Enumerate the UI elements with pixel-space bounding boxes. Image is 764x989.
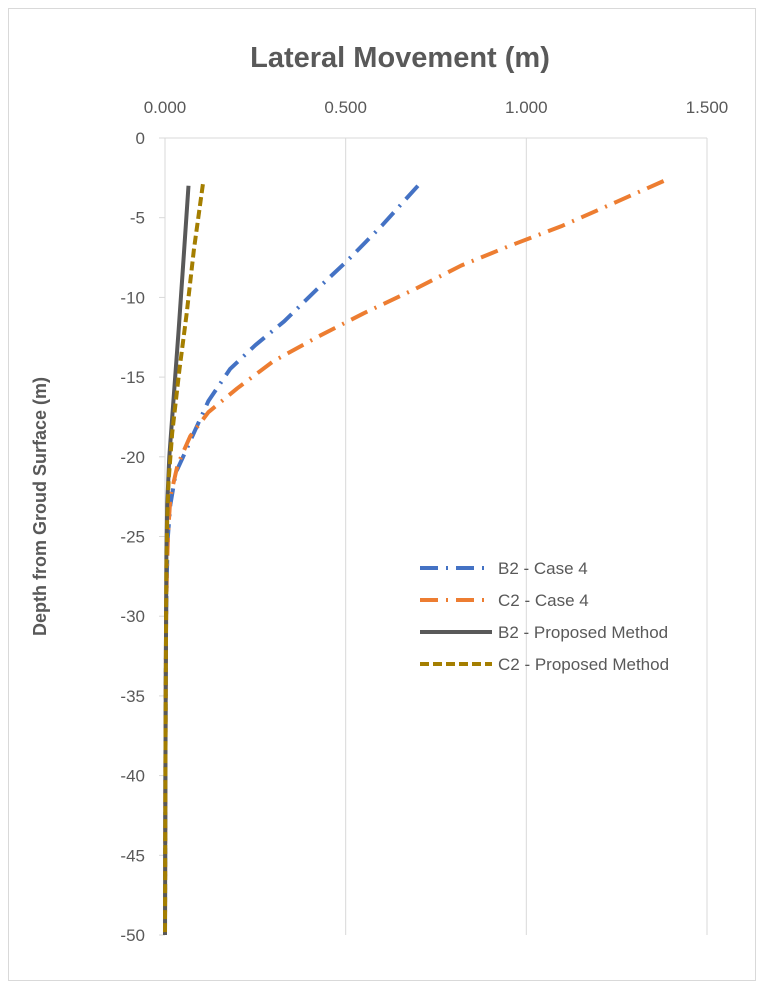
series-layer	[163, 179, 665, 936]
y-tick-label: -15	[120, 368, 145, 387]
y-tick-label: -45	[120, 846, 145, 865]
x-tick-label: 1.000	[505, 98, 548, 117]
y-tick-label: -35	[120, 687, 145, 706]
y-tick-label: -30	[120, 607, 145, 626]
legend-label: B2 - Proposed Method	[498, 623, 668, 642]
x-tick-label: 0.000	[144, 98, 187, 117]
legend-label: B2 - Case 4	[498, 559, 588, 578]
y-tick-label: -25	[120, 528, 145, 547]
legend: B2 - Case 4 C2 - Case 4 B2 - Proposed Meth…	[420, 559, 669, 674]
chart-frame: 0.000 0.500 1.000 1.500 0 -5 -10 -15 -20 -25 -30 -3…	[8, 8, 756, 981]
y-tick-label: 0	[136, 129, 145, 148]
y-tick-label: -40	[120, 767, 145, 786]
series-line-4	[163, 183, 205, 936]
chart-title: Lateral Movement (m)	[250, 42, 550, 74]
series-line-1	[163, 184, 420, 936]
chart-canvas: 0.000 0.500 1.000 1.500 0 -5 -10 -15 -20 -25 -30 -3…	[30, 42, 729, 945]
y-tick-label: -20	[120, 448, 145, 467]
legend-label: C2 - Proposed Method	[498, 655, 669, 674]
axes: 0.000 0.500 1.000 1.500 0 -5 -10 -15 -20 -25 -30 -3…	[120, 98, 728, 945]
legend-label: C2 - Case 4	[498, 591, 589, 610]
gridlines	[345, 138, 708, 935]
y-tick-label: -5	[130, 209, 145, 228]
y-axis-label: Depth from Groud Surface (m)	[30, 377, 50, 636]
x-tick-label: 1.500	[686, 98, 729, 117]
y-tick-label: -50	[120, 926, 145, 945]
y-tick-label: -10	[120, 288, 145, 307]
x-tick-label: 0.500	[324, 98, 367, 117]
series-line-2	[163, 179, 665, 936]
